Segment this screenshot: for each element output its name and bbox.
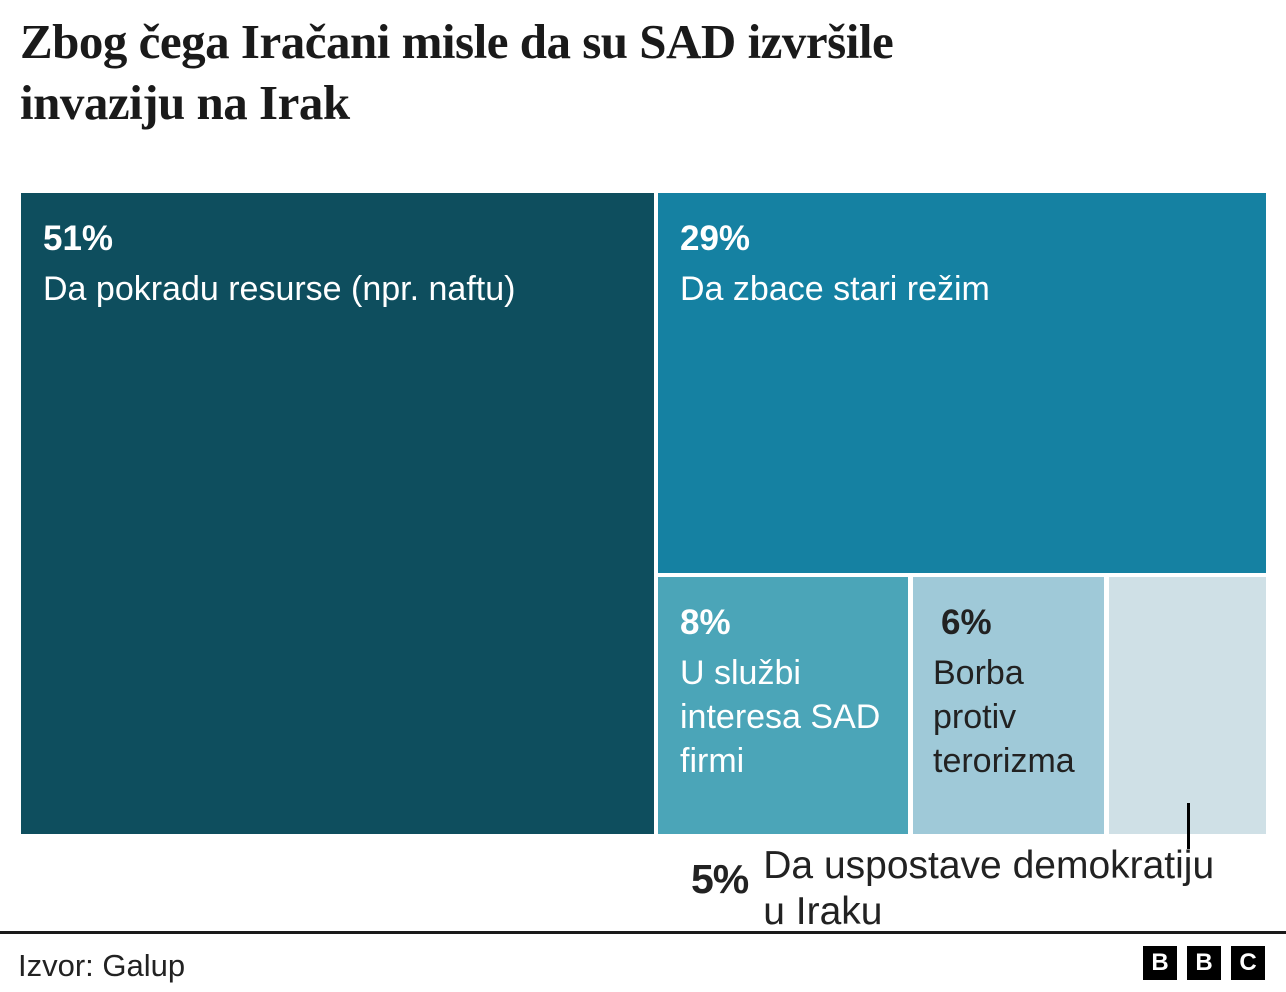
treemap-block-steal-resources: 51% Da pokradu resurse (npr. naftu) (21, 193, 654, 834)
chart-title: Zbog čega Iračani misle da su SAD izvrši… (20, 12, 1270, 134)
bbc-logo-letter: B (1187, 946, 1221, 980)
value-label: 6% (941, 603, 992, 642)
treemap-block-content: 6% Borba protiv terorizma (913, 577, 1104, 807)
treemap-block-fight-terrorism: 6% Borba protiv terorizma (913, 577, 1104, 834)
treemap-block-content: 8% U službi interesa SAD firmi (658, 577, 908, 807)
callout-establish-democracy: 5% Da uspostave demokratiju u Iraku (691, 843, 1214, 935)
bbc-logo-letter: C (1231, 946, 1265, 980)
category-label: Borba protiv terorizma (933, 653, 1075, 781)
treemap-block-establish-democracy (1109, 577, 1266, 834)
chart-title-line1: Zbog čega Iračani misle da su SAD izvrši… (20, 14, 894, 69)
value-label: 8% (680, 603, 731, 642)
treemap-block-us-companies: 8% U službi interesa SAD firmi (658, 577, 908, 834)
value-label: 29% (680, 219, 751, 258)
bbc-logo-letter: B (1143, 946, 1177, 980)
category-label: Da zbace stari režim (680, 269, 990, 308)
category-label: Da pokradu resurse (npr. naftu) (43, 269, 516, 308)
footer-divider (0, 931, 1286, 934)
chart-title-line2: invaziju na Irak (20, 74, 350, 130)
value-label: 51% (43, 219, 114, 258)
callout-label-line2: u Iraku (763, 890, 883, 934)
callout-label-line1: Da uspostave demokratiju (763, 844, 1215, 887)
value-label: 5% (691, 856, 749, 902)
treemap-block-overthrow-regime: 29% Da zbace stari režim (658, 193, 1266, 573)
treemap-block-content: 51% Da pokradu resurse (npr. naftu) (21, 193, 654, 335)
category-label: U službi interesa SAD firmi (680, 653, 881, 781)
treemap-chart: 51% Da pokradu resurse (npr. naftu) 29% … (21, 193, 1266, 834)
source-label: Izvor: Galup (18, 948, 186, 983)
treemap-block-content: 29% Da zbace stari režim (658, 193, 1266, 335)
bbc-logo: B B C (1143, 946, 1265, 980)
category-label: Da uspostave demokratiju u Iraku (763, 843, 1214, 935)
callout-line (1187, 803, 1190, 849)
